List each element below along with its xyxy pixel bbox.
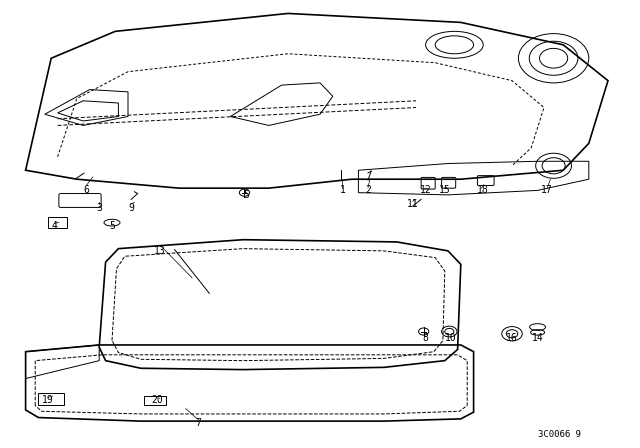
- Text: 18: 18: [477, 185, 489, 195]
- Text: 19: 19: [42, 395, 54, 405]
- Text: 17: 17: [541, 185, 553, 195]
- Text: 13: 13: [154, 246, 166, 256]
- Text: 12: 12: [420, 185, 431, 195]
- Text: 6: 6: [83, 185, 90, 195]
- Text: 2: 2: [365, 185, 371, 195]
- Text: 8: 8: [422, 333, 429, 343]
- Text: 4: 4: [51, 221, 58, 231]
- Text: 14: 14: [532, 333, 543, 343]
- Text: 3C0066 9: 3C0066 9: [538, 430, 582, 439]
- Text: 1: 1: [339, 185, 346, 195]
- Text: 3: 3: [96, 203, 102, 213]
- Text: 9: 9: [128, 203, 134, 213]
- Text: 5: 5: [109, 221, 115, 231]
- Text: 7: 7: [195, 418, 202, 428]
- Text: 16: 16: [506, 333, 518, 343]
- Text: 5: 5: [243, 190, 250, 200]
- Text: 11: 11: [407, 199, 419, 209]
- Text: 20: 20: [151, 395, 163, 405]
- Text: 10: 10: [445, 333, 457, 343]
- Text: 15: 15: [439, 185, 451, 195]
